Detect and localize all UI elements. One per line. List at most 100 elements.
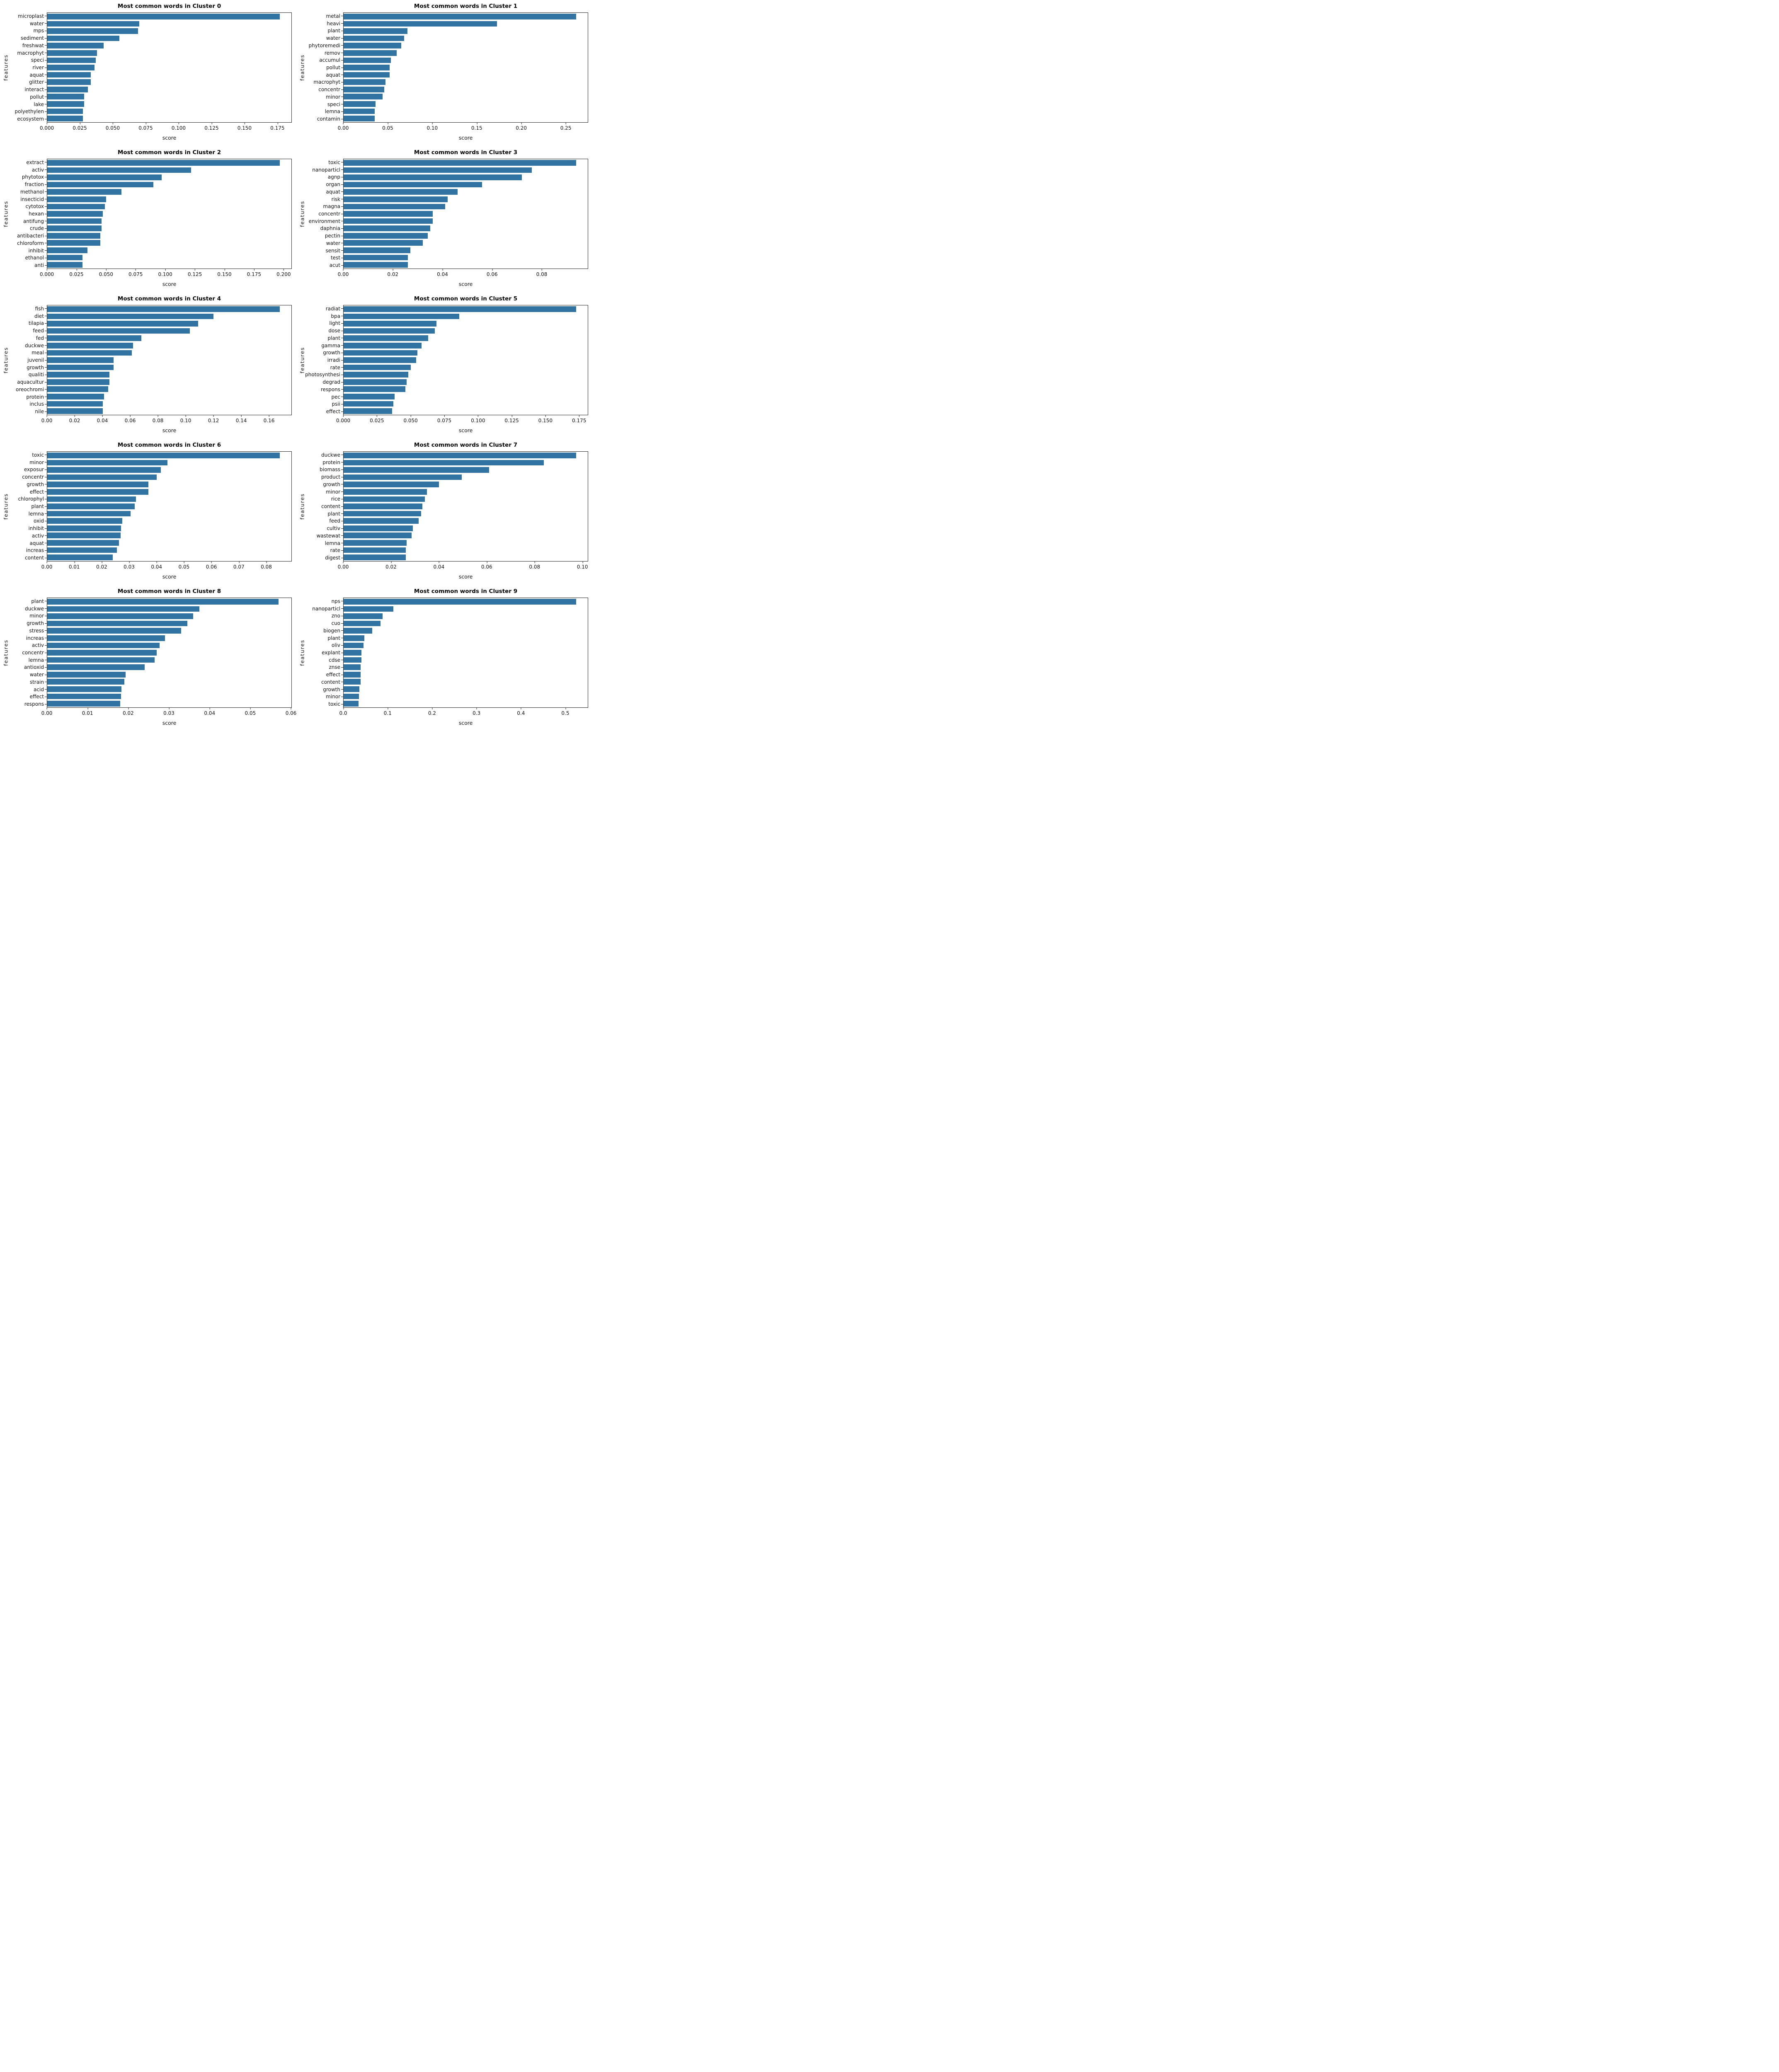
bar-row <box>344 86 588 93</box>
charts-grid: Most common words in Cluster 0 features mi… <box>0 0 593 731</box>
bar-row <box>344 547 588 554</box>
chart-title: Most common words in Cluster 1 <box>414 3 518 10</box>
y-tick-label: growth <box>296 481 343 488</box>
y-tick-label: plant <box>296 510 343 518</box>
bar-row <box>47 656 291 664</box>
x-tick-label: 0.125 <box>187 269 202 277</box>
bar <box>344 35 404 41</box>
bar <box>344 313 459 320</box>
bar <box>344 372 408 378</box>
bar-row <box>47 459 291 467</box>
bar <box>47 474 157 480</box>
x-tick-label: 0.100 <box>158 269 172 277</box>
y-tick-label: digest <box>296 554 343 562</box>
y-tick-label: risk <box>296 196 343 203</box>
y-tick-label: respons <box>296 386 343 393</box>
bar <box>47 511 131 517</box>
bar-row <box>47 400 291 408</box>
bar <box>344 489 427 495</box>
chart-title: Most common words in Cluster 9 <box>414 588 518 595</box>
bar <box>47 679 124 685</box>
bar-row <box>344 196 588 203</box>
y-tick-label: photosynthesi <box>296 371 343 379</box>
bar <box>47 262 83 268</box>
bar-row <box>344 474 588 481</box>
bar-row <box>344 378 588 386</box>
bar <box>47 606 199 612</box>
x-tick-label: 0.14 <box>235 415 247 424</box>
bar <box>344 679 361 685</box>
x-axis-ticks: 0.00 0.02 0.04 0.06 0.08 <box>338 269 588 278</box>
bar-row <box>344 320 588 327</box>
bar-row <box>344 539 588 547</box>
chart-title: Most common words in Cluster 0 <box>117 3 221 10</box>
bar-row <box>47 93 291 101</box>
bar-row <box>344 342 588 349</box>
y-tick-label: freshwat <box>0 42 47 49</box>
y-tick-label: inhibit <box>0 247 47 254</box>
x-tick-label: 0.03 <box>124 562 135 570</box>
bar-row <box>344 525 588 532</box>
bar <box>47 364 114 370</box>
y-tick-label: toxic <box>0 451 47 459</box>
x-tick-label: 0.05 <box>382 123 393 131</box>
bar <box>344 533 412 539</box>
bar-row <box>47 539 291 547</box>
x-tick-label: 0.100 <box>171 123 186 131</box>
bar <box>344 503 422 509</box>
bar-row <box>47 488 291 496</box>
y-tick-label: psii <box>296 401 343 408</box>
chart-title: Most common words in Cluster 6 <box>117 442 221 448</box>
bar <box>344 182 482 188</box>
bar <box>47 540 119 546</box>
chart-title: Most common words in Cluster 7 <box>414 442 518 448</box>
bar-row <box>47 313 291 320</box>
y-tick-label: mps <box>0 27 47 34</box>
bar-row <box>344 700 588 707</box>
plot-area <box>343 598 588 708</box>
y-tick-label: sensit <box>296 247 343 254</box>
bar <box>47 108 83 114</box>
bar-row <box>344 349 588 357</box>
bar <box>344 525 413 531</box>
y-tick-label: cdse <box>296 656 343 664</box>
bar-row <box>47 693 291 700</box>
x-tick-label: 0.2 <box>428 708 436 716</box>
bar-row <box>47 517 291 525</box>
y-tick-label: nanoparticl <box>296 605 343 612</box>
bar <box>344 86 385 92</box>
bar-row <box>344 57 588 64</box>
y-tick-label: growth <box>296 349 343 356</box>
bar-row <box>47 642 291 649</box>
y-tick-label: fish <box>0 305 47 312</box>
bar-row <box>47 407 291 415</box>
bar <box>47 65 95 70</box>
y-tick-label: content <box>296 503 343 510</box>
bar-row <box>344 554 588 561</box>
bar-row <box>344 13 588 20</box>
y-tick-label: fed <box>0 334 47 342</box>
bar-row <box>344 517 588 525</box>
bar-row <box>344 174 588 181</box>
y-tick-labels: metal heavi plant water phytoremedi remov accu… <box>296 12 343 123</box>
y-tick-label: nanoparticl <box>296 166 343 174</box>
bar <box>344 174 522 180</box>
x-tick-label: 0.0 <box>339 708 347 716</box>
bar <box>47 203 105 210</box>
y-tick-label: ecosystem <box>0 115 47 123</box>
bar <box>344 94 383 100</box>
y-tick-label: plant <box>296 634 343 642</box>
bar <box>47 452 280 458</box>
bar <box>344 620 381 627</box>
x-tick-label: 0.04 <box>437 269 448 277</box>
bar <box>47 254 83 261</box>
y-tick-label: contamin <box>296 115 343 123</box>
chart-cluster-9: Most common words in Cluster 9 features np… <box>296 585 593 731</box>
y-tick-label: daphnia <box>296 225 343 232</box>
y-tick-label: chlorophyl <box>0 495 47 503</box>
bar-row <box>47 532 291 540</box>
bar-row <box>344 71 588 79</box>
y-tick-labels: duckwe protein biomass product growth minor ri… <box>296 451 343 562</box>
y-tick-label: minor <box>296 93 343 101</box>
x-tick-label: 0.10 <box>577 562 588 570</box>
